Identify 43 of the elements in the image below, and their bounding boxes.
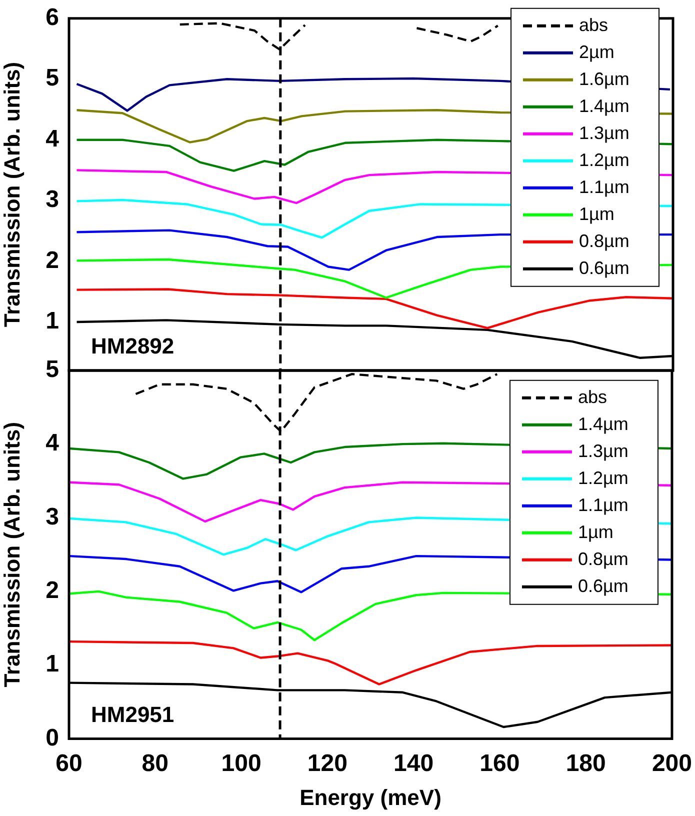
y-tick-label: 5 xyxy=(46,356,59,384)
legend-label: 1.3µm xyxy=(579,122,630,143)
x-tick-label: 120 xyxy=(307,750,348,777)
y-tick-label: 2 xyxy=(46,577,59,604)
x-tick-label: 60 xyxy=(56,750,82,777)
x-tick-label: 140 xyxy=(394,750,434,777)
annotation: HM2951 xyxy=(91,702,174,727)
legend-label: abs xyxy=(578,386,608,407)
legend-label: 1µm xyxy=(578,522,614,542)
annotation: HM2892 xyxy=(91,334,174,359)
x-tick-label: 200 xyxy=(652,750,692,777)
legend-label: 0.8µm xyxy=(579,230,630,251)
y-tick-label: 4 xyxy=(46,430,60,457)
y-tick-label: 5 xyxy=(46,64,59,92)
legend-label: 1.1µm xyxy=(579,176,630,197)
legend-label: 1µm xyxy=(579,204,614,224)
legend-label: 1.3µm xyxy=(578,440,628,461)
y-tick-label: 3 xyxy=(46,186,59,214)
legend-label: 1.4µm xyxy=(579,96,630,116)
legend-label: 1.4µm xyxy=(578,414,628,434)
x-tick-label: 80 xyxy=(142,750,168,777)
legend-label: 1.1µm xyxy=(578,494,628,515)
x-tick-label: 100 xyxy=(221,750,262,777)
y-tick-label: 2 xyxy=(46,246,59,274)
x-axis-title: Energy (meV) xyxy=(300,784,442,810)
legend-label: 1.6µm xyxy=(579,68,630,89)
legend-label: 2µm xyxy=(579,42,614,62)
y-axis-title: Transmission (Arb. units) xyxy=(0,62,24,328)
y-tick-label: 1 xyxy=(46,308,59,335)
legend-label: 1.2µm xyxy=(579,150,630,170)
x-tick-label: 180 xyxy=(566,750,606,777)
y-tick-label: 4 xyxy=(46,125,60,152)
y-tick-label: 0 xyxy=(46,724,59,752)
legend-label: abs xyxy=(579,14,608,35)
legend-label: 0.6µm xyxy=(579,258,630,278)
y-tick-label: 1 xyxy=(46,650,59,678)
y-axis-title: Transmission (Arb. units) xyxy=(0,422,24,688)
x-tick-label: 160 xyxy=(480,750,520,777)
legend-label: 0.6µm xyxy=(578,576,628,596)
legend-label: 0.8µm xyxy=(578,548,628,569)
y-tick-label: 3 xyxy=(46,503,59,530)
y-tick-label: 6 xyxy=(46,4,59,32)
legend-label: 1.2µm xyxy=(578,468,628,488)
